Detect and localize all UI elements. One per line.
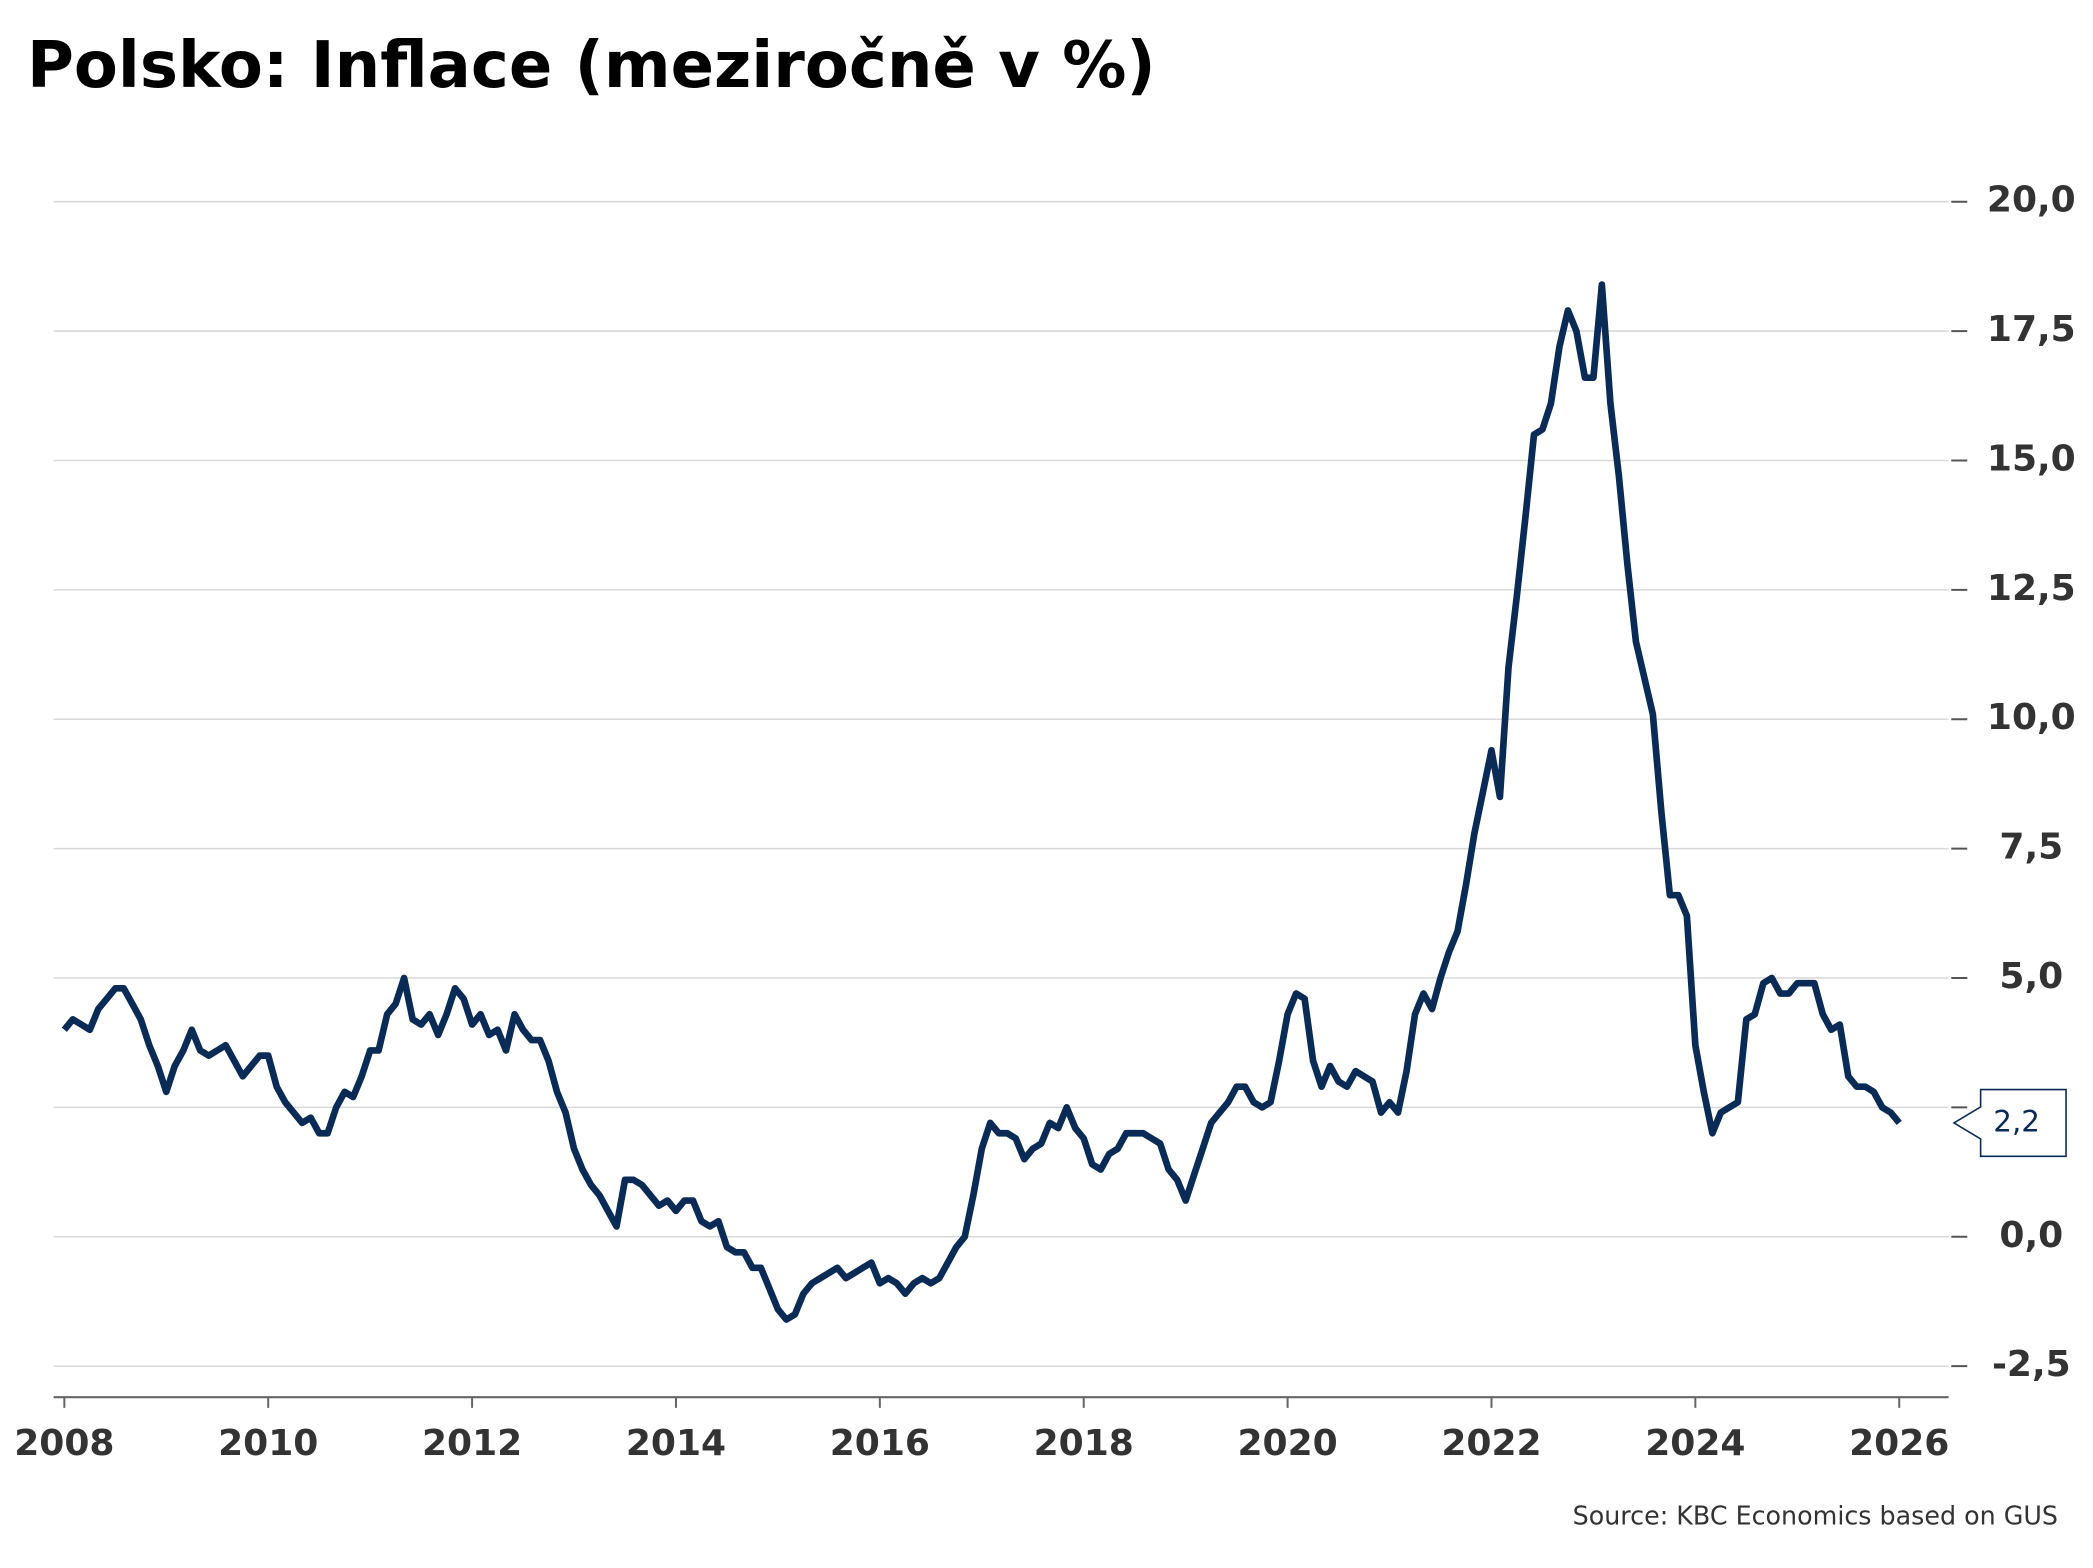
y-tick-label: 17,5 (1987, 309, 2076, 350)
x-tick-label: 2014 (626, 1423, 726, 1464)
x-tick-label: 2018 (1034, 1423, 1134, 1464)
value-callout (1952, 1088, 2067, 1158)
line (61, 281, 1902, 1323)
y-tick-label: 7,5 (1999, 827, 2063, 868)
y-tick-label: 15,0 (1987, 438, 2076, 479)
x-tick-label: 2022 (1441, 1423, 1541, 1464)
x-tick-label: 2008 (14, 1423, 114, 1464)
x-tick-label: 2020 (1237, 1423, 1337, 1464)
value-label: 2,2 (1993, 1104, 2040, 1138)
x-tick-label: 2016 (830, 1423, 930, 1464)
x-tick-label: 2010 (218, 1423, 318, 1464)
y-tick-label: 0,0 (1999, 1215, 2063, 1256)
source: Source: KBC Economics based on GUS (1573, 1500, 2058, 1530)
x-tick-label: 2026 (1849, 1423, 1949, 1464)
x-tick-label: 2024 (1645, 1423, 1745, 1464)
y-tick-label: 10,0 (1987, 697, 2076, 738)
y-tick-label: -2,5 (1992, 1344, 2071, 1385)
y-tick-label: 12,5 (1987, 568, 2076, 609)
x-tick-label: 2012 (422, 1423, 522, 1464)
y-tick-label: 5,0 (1999, 956, 2063, 997)
y-tick-label: 20,0 (1987, 180, 2076, 221)
chart-title: Polsko: Inflace (meziročně v %) (27, 29, 1156, 103)
